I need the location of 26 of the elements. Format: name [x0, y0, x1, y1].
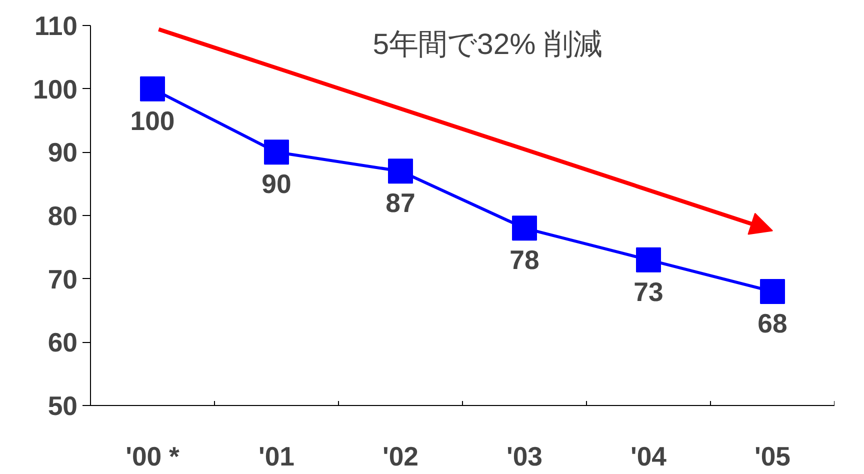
annotation: 5年間で32% 削減 — [372, 28, 602, 61]
x-tick-label: '02 — [382, 442, 419, 472]
point — [512, 216, 537, 241]
data-label: 68 — [758, 308, 788, 338]
point — [140, 76, 165, 102]
y-tick-label: 80 — [48, 201, 78, 231]
point — [388, 158, 413, 184]
data-label: 90 — [262, 169, 292, 200]
y-tick-label: 110 — [34, 11, 78, 41]
y-tick-label: 50 — [48, 391, 78, 421]
x-tick-label: '04 — [630, 442, 667, 472]
y-tick-label: 100 — [33, 74, 78, 104]
point — [636, 247, 661, 272]
x-tick-label: '00 * — [126, 442, 180, 472]
x-tick-label: '01 — [258, 442, 295, 472]
x-tick-label: '03 — [506, 442, 543, 472]
data-label: 100 — [130, 106, 175, 136]
data-label: 73 — [634, 276, 664, 307]
data-label: 78 — [510, 245, 540, 276]
y-tick-label: 60 — [48, 328, 78, 358]
x-tick-label: '05 — [754, 442, 791, 472]
data-label: 87 — [386, 188, 416, 218]
point — [760, 279, 785, 304]
y-tick-label: 70 — [48, 264, 78, 294]
point — [264, 140, 289, 165]
y-tick-label: 90 — [48, 138, 78, 168]
